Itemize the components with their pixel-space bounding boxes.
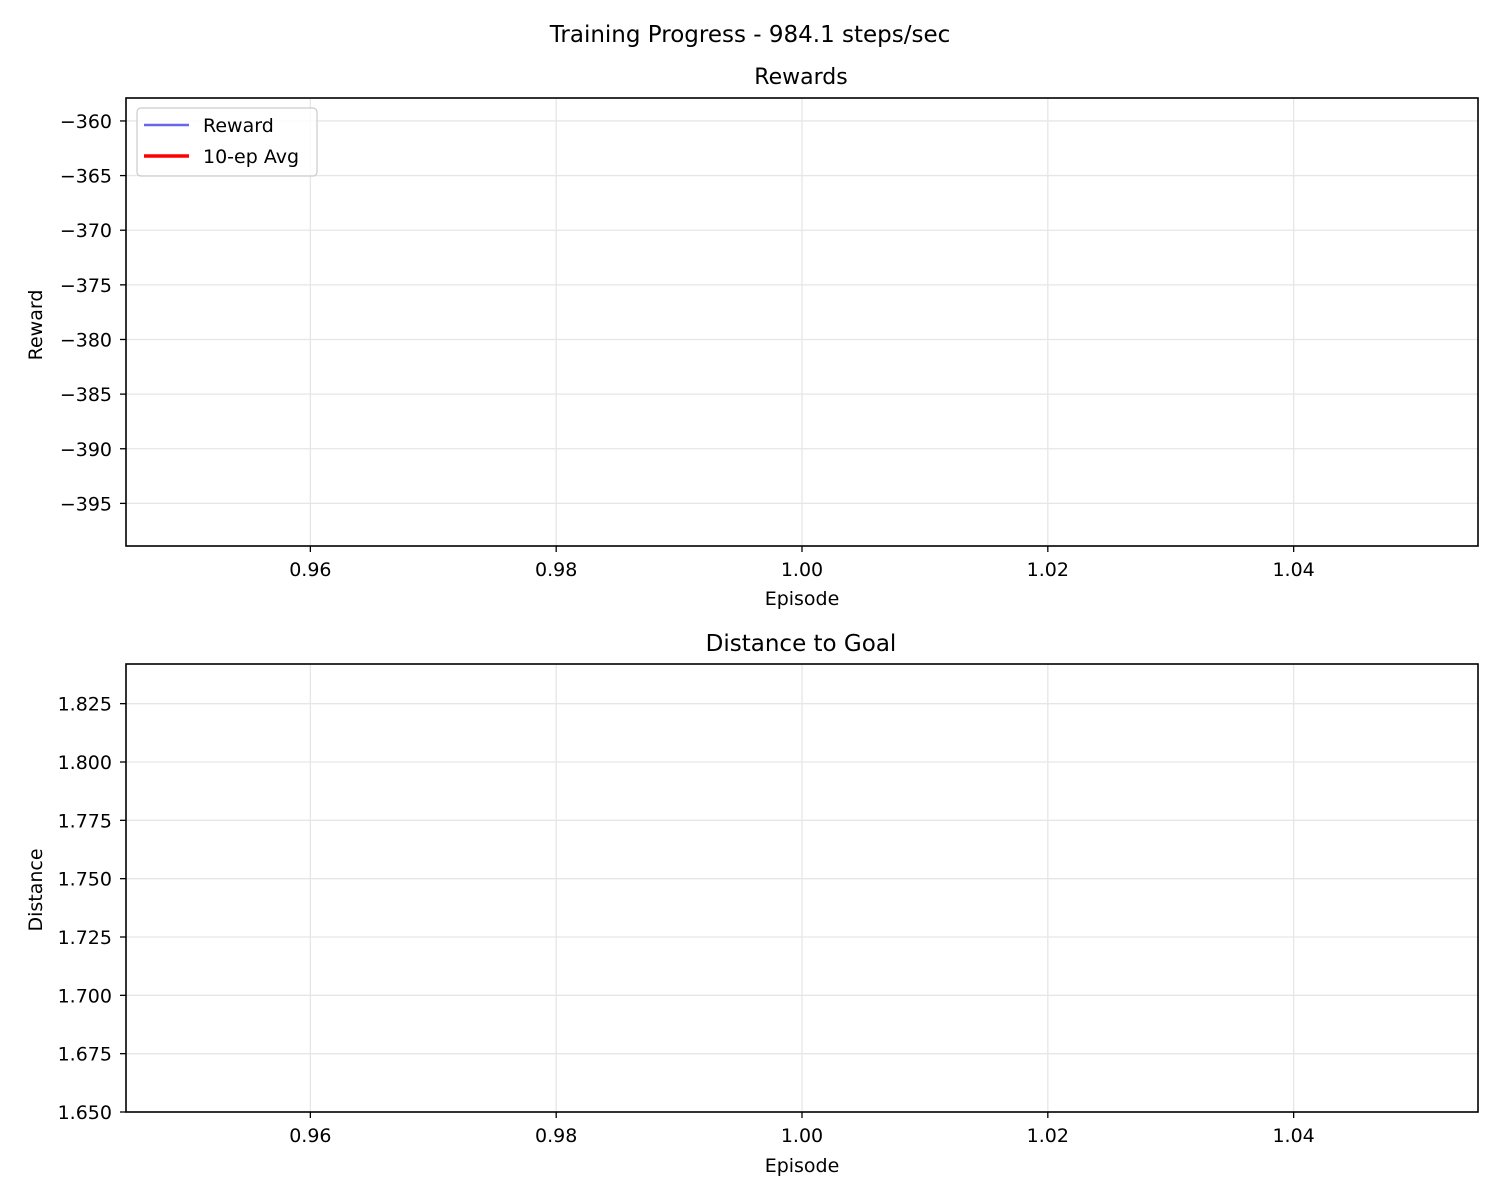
rewards-legend: Reward 10-ep Avg <box>137 108 317 176</box>
rewards-x-tick-label: 1.02 <box>1027 559 1069 581</box>
rewards-y-tick-label: −395 <box>60 493 112 515</box>
figure-title: Training Progress - 984.1 steps/sec <box>549 22 951 48</box>
rewards-y-tick-label: −385 <box>60 384 112 406</box>
distance-chart-title: Distance to Goal <box>706 631 897 657</box>
rewards-y-tick-label: −360 <box>60 111 112 133</box>
distance-y-tick-label: 1.725 <box>58 927 112 949</box>
distance-x-tick-label: 1.04 <box>1272 1125 1314 1147</box>
distance-y-tick-label: 1.800 <box>58 752 112 774</box>
distance-x-axis-label: Episode <box>765 1155 840 1177</box>
legend-reward-label: Reward <box>203 115 274 137</box>
distance-y-tick-label: 1.700 <box>58 985 112 1007</box>
rewards-x-axis-label: Episode <box>765 588 840 610</box>
rewards-y-axis-label: Reward <box>25 290 47 361</box>
distance-y-tick-label: 1.675 <box>58 1044 112 1066</box>
distance-y-tick-label: 1.750 <box>58 869 112 891</box>
rewards-y-tick-label: −375 <box>60 275 112 297</box>
distance-x-tick-label: 1.02 <box>1027 1125 1069 1147</box>
distance-y-tick-label: 1.775 <box>58 810 112 832</box>
rewards-x-tick-label: 0.98 <box>535 559 577 581</box>
rewards-y-tick-label: −365 <box>60 166 112 188</box>
distance-y-tick-label: 1.650 <box>58 1102 112 1124</box>
rewards-x-tick-label: 0.96 <box>289 559 331 581</box>
rewards-y-tick-label: −380 <box>60 329 112 351</box>
legend-avg-label: 10-ep Avg <box>203 146 299 168</box>
distance-x-tick-label: 1.00 <box>781 1125 823 1147</box>
distance-x-tick-label: 0.98 <box>535 1125 577 1147</box>
distance-y-axis-label: Distance <box>25 848 47 931</box>
rewards-y-tick-label: −370 <box>60 220 112 242</box>
rewards-chart-title: Rewards <box>754 65 847 90</box>
rewards-y-tick-label: −390 <box>60 439 112 461</box>
distance-x-tick-label: 0.96 <box>289 1125 331 1147</box>
distance-y-tick-label: 1.825 <box>58 694 112 716</box>
rewards-x-tick-label: 1.04 <box>1272 559 1314 581</box>
rewards-x-tick-label: 1.00 <box>781 559 823 581</box>
